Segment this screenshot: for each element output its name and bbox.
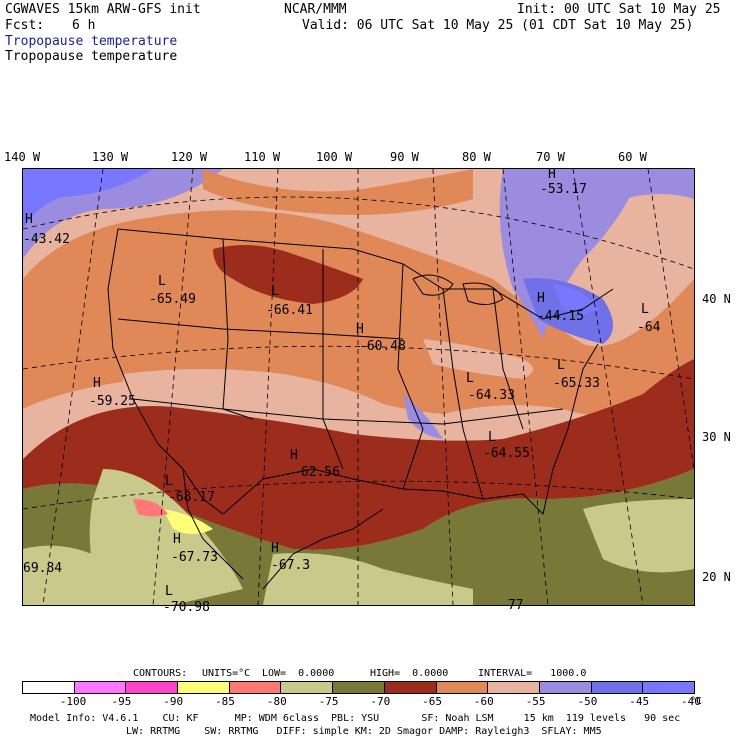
map-annotation: L <box>271 284 279 299</box>
contours-units: UNITS=°C <box>202 668 251 679</box>
contours-low: LOW= 0.0000 <box>262 668 335 679</box>
map-annotation: -43.42 <box>23 232 70 247</box>
map-annotation: H <box>93 376 101 391</box>
colorbar-tick-label: -50 <box>577 695 598 708</box>
map-annotation: -44.15 <box>537 309 584 324</box>
valid-time: Valid: 06 UTC Sat 10 May 25 (01 CDT Sat … <box>302 18 694 33</box>
colorbar-tick-label: -95 <box>111 695 132 708</box>
lat-label: 40 N <box>702 292 731 306</box>
map-annotation: L <box>641 302 649 317</box>
colorbar-swatch <box>384 682 437 693</box>
colorbar-swatch <box>23 682 75 693</box>
colorbar-tick-label: -90 <box>163 695 184 708</box>
contours-high: HIGH= 0.0000 <box>370 668 449 679</box>
model-info: Model Info: V4.6.1 CU: KF MP: WDM 6class… <box>30 713 681 724</box>
lon-label: 80 W <box>462 150 491 164</box>
lon-label: 120 W <box>171 150 208 164</box>
fcst-value: 6 h <box>72 18 96 33</box>
colorbar-swatch <box>229 682 282 693</box>
lon-label: 100 W <box>316 150 353 164</box>
map-annotation: -64 <box>637 320 661 335</box>
colorbar-swatch <box>333 682 385 693</box>
colorbar-swatch <box>591 682 644 693</box>
model-physics: LW: RRTMG SW: RRTMG DIFF: simple KM: 2D … <box>126 726 602 737</box>
map-annotation: H <box>25 212 33 227</box>
map-annotation: -64.55 <box>483 446 530 461</box>
colorbar-swatch <box>643 682 694 693</box>
colorbar-swatch <box>436 682 489 693</box>
contours-label: CONTOURS: <box>133 668 188 679</box>
lon-label: 90 W <box>390 150 419 164</box>
map-annotation: -59.25 <box>89 394 136 409</box>
map-annotation: -66.41 <box>266 303 313 318</box>
colorbar-tick-label: -40 <box>681 695 701 708</box>
colorbar-unit: °C <box>690 696 703 707</box>
colorbar-swatch <box>539 682 592 693</box>
colorbar-tick-label: -55 <box>525 695 546 708</box>
map-annotation: -67.3 <box>271 558 311 573</box>
colorbar-tick-label: -45 <box>629 695 650 708</box>
map-annotation: H <box>356 322 364 337</box>
lat-label: 30 N <box>702 430 731 444</box>
map-field <box>23 169 694 605</box>
map-annotation: 69.84 <box>23 561 63 576</box>
map-annotation: -53.17 <box>540 182 587 197</box>
colorbar-tick-label: -65 <box>422 695 443 708</box>
map-annotation: -64.33 <box>468 388 515 403</box>
map-annotation: H <box>271 541 279 556</box>
map-annotation: L <box>488 430 496 445</box>
field-title: Tropopause temperature <box>5 34 178 49</box>
colorbar-swatch <box>281 682 334 693</box>
lon-label: 70 W <box>536 150 565 164</box>
map-annotation: L <box>557 358 565 373</box>
map-annotation: -68.17 <box>168 490 215 505</box>
colorbar-swatch <box>74 682 127 693</box>
field-subtitle: Tropopause temperature <box>5 49 178 64</box>
map-annotation: L <box>165 474 173 489</box>
map-annotation: -65.33 <box>553 376 600 391</box>
colorbar-tick-label: -85 <box>215 695 235 708</box>
lon-label: 130 W <box>92 150 129 164</box>
contours-interval: INTERVAL= 1000.0 <box>478 668 587 679</box>
lon-label: 140 W <box>4 150 41 164</box>
colorbar-tick-label: -60 <box>473 695 494 708</box>
colorbar-tick-label: -75 <box>318 695 339 708</box>
colorbar-tick-label: -80 <box>266 695 287 708</box>
colorbar-tick-label: -100 <box>59 695 87 708</box>
map-annotation: -62.56 <box>293 465 340 480</box>
map-annotation: L <box>158 274 166 289</box>
map-annotation: -60.48 <box>359 339 406 354</box>
map-annotation: H <box>173 532 181 547</box>
map-annotation: L <box>466 371 474 386</box>
colorbar-swatch <box>126 682 179 693</box>
map-annotation: H <box>548 167 556 182</box>
map-annotation: H <box>537 291 545 306</box>
map-annotation: -70.98 <box>163 600 210 615</box>
lon-label: 110 W <box>244 150 281 164</box>
lat-label: 20 N <box>702 570 731 584</box>
lon-label: 60 W <box>618 150 647 164</box>
map-annotation: -67.73 <box>171 550 218 565</box>
colorbar-tick-label: -70 <box>370 695 391 708</box>
init-time: Init: 00 UTC Sat 10 May 25 <box>517 2 721 17</box>
colorbar-swatch <box>488 682 540 693</box>
colorbar-swatch <box>178 682 230 693</box>
fcst-label: Fcst: <box>5 18 45 33</box>
map-annotation: H <box>290 448 298 463</box>
org-label: NCAR/MMM <box>284 2 347 17</box>
map-annotation: -77 <box>500 598 524 613</box>
tropopause-temperature-map: H -43.42 H -53.17 L -65.49 L -66.41 H -6… <box>22 167 695 615</box>
map-annotation: L <box>165 584 173 599</box>
model-title: CGWAVES 15km ARW-GFS init <box>5 2 201 17</box>
colorbar <box>22 681 695 694</box>
map-annotation: -65.49 <box>149 292 196 307</box>
